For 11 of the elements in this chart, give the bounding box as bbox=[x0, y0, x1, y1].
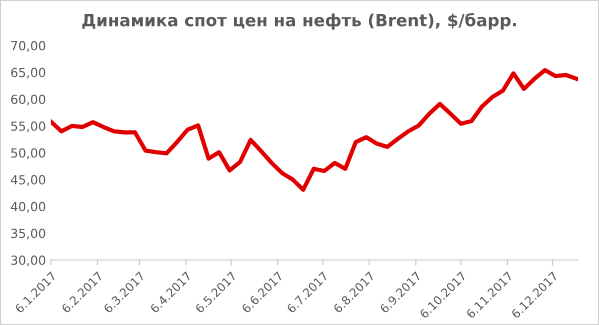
chart-title: Динамика спот цен на нефть (Brent), $/барр. bbox=[82, 13, 516, 30]
y-tick-label: 65,00 bbox=[11, 68, 46, 79]
y-tick-label: 30,00 bbox=[11, 255, 46, 266]
y-tick-label: 55,00 bbox=[11, 121, 46, 132]
y-tick-label: 35,00 bbox=[11, 228, 46, 240]
y-tick-label: 40,00 bbox=[10, 202, 46, 213]
y-tick-label: 45,00 bbox=[10, 175, 46, 186]
y-tick-label: 70,00 bbox=[11, 40, 46, 52]
line-series bbox=[50, 68, 578, 192]
y-tick-label: 60,00 bbox=[11, 94, 46, 106]
y-tick-label: 50,00 bbox=[11, 148, 46, 159]
